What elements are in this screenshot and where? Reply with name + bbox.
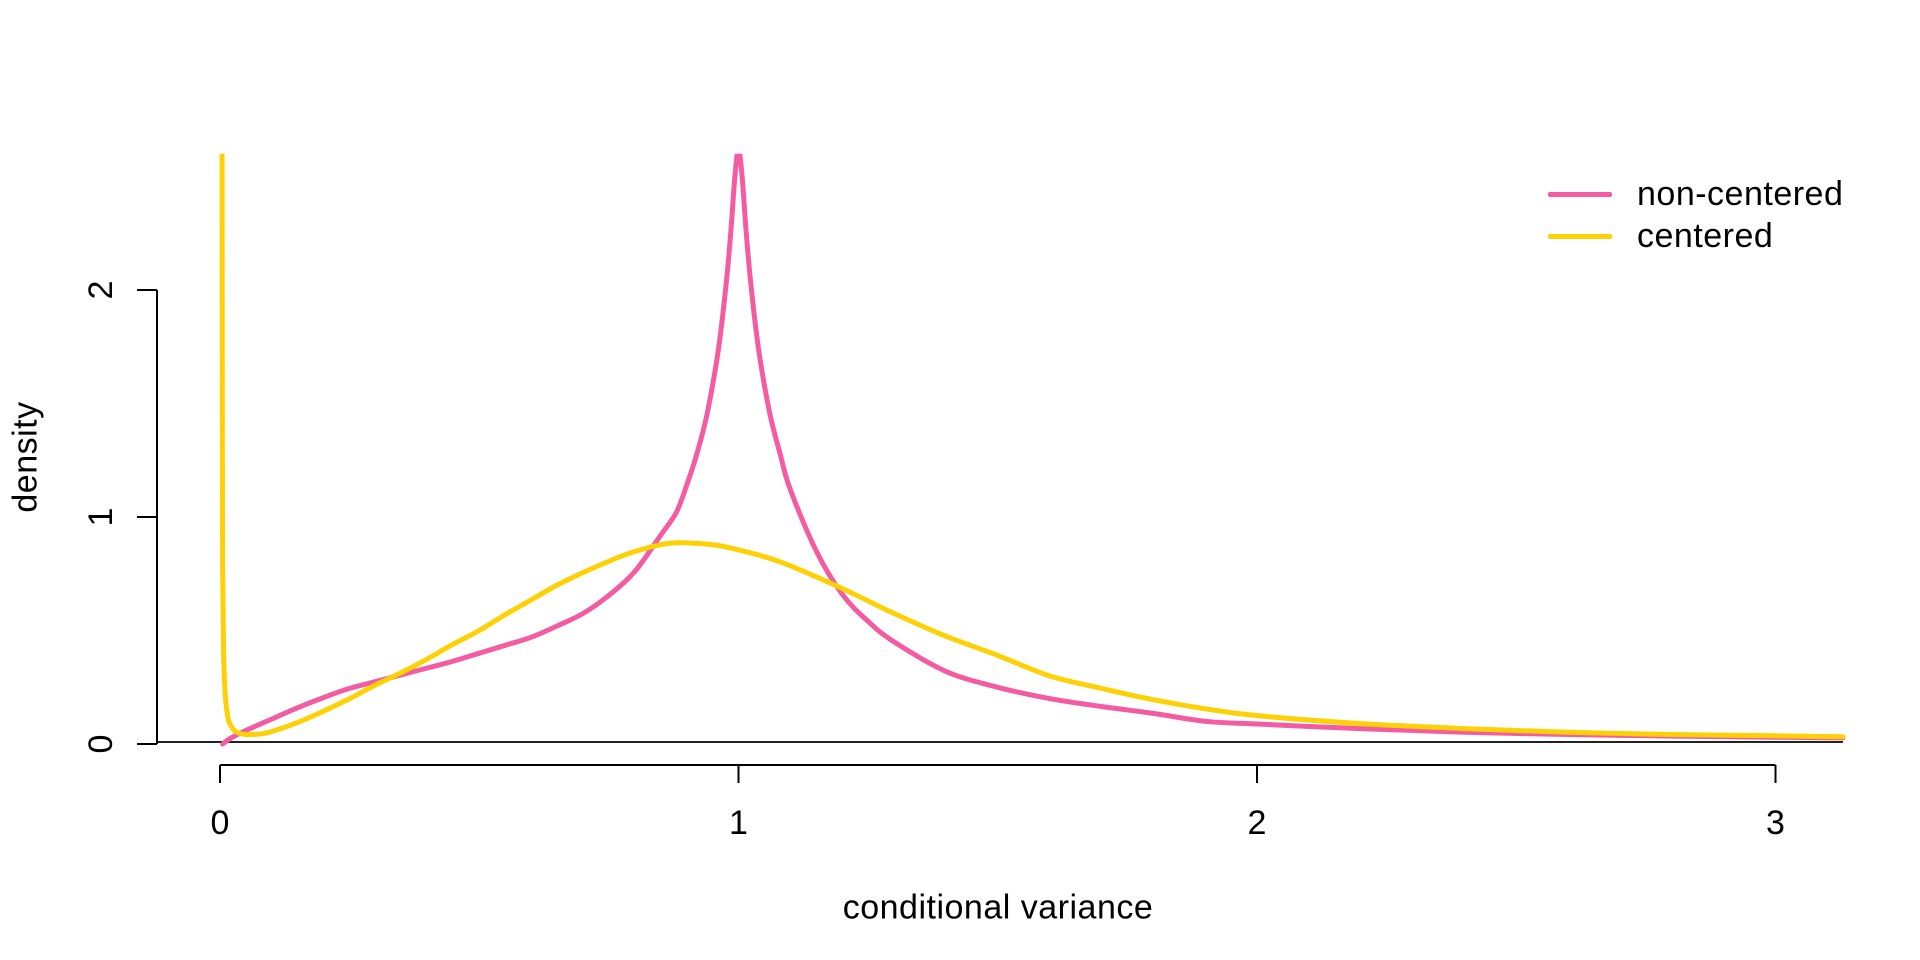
x-tick-label: 3 [1766,804,1785,842]
y-axis-title: density [6,401,45,513]
legend: non-centered centered [1548,174,1844,255]
x-tick-label: 1 [729,804,748,842]
legend-line-centered-icon [1548,233,1612,239]
x-axis-title: conditional variance [842,888,1154,927]
legend-label-non-centered: non-centered [1637,174,1844,213]
legend-entry-non-centered: non-centered [1548,174,1844,213]
legend-line-non-centered-icon [1548,191,1612,197]
curve-centered [219,153,1846,740]
x-tick-label: 0 [211,804,230,842]
x-tick-label: 2 [1248,804,1267,842]
curve-non-centered [220,153,1846,747]
y-tick-label: 1 [82,508,120,527]
y-tick-label: 0 [82,735,120,754]
legend-label-centered: centered [1637,216,1774,255]
legend-entry-centered: centered [1548,216,1843,255]
y-tick-label: 2 [82,281,120,300]
